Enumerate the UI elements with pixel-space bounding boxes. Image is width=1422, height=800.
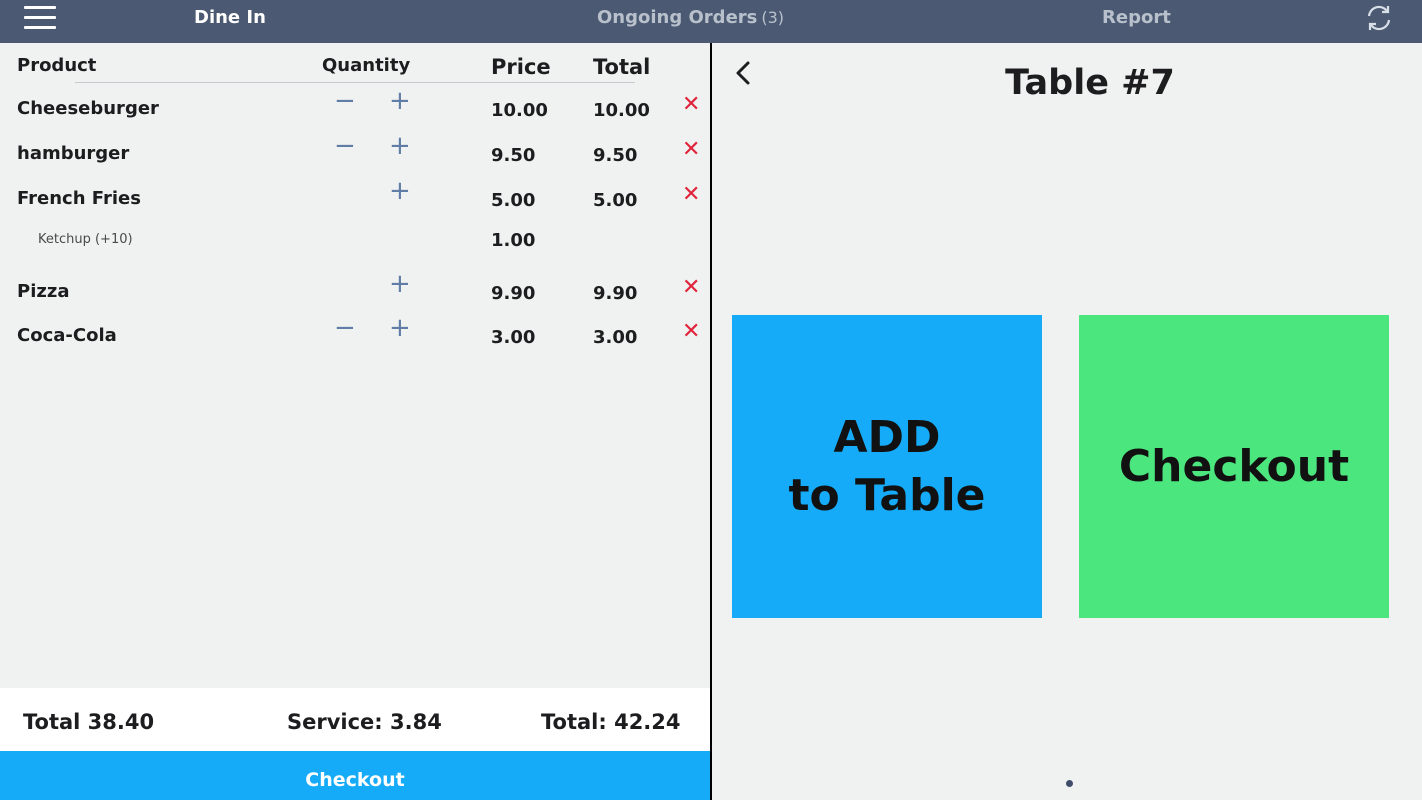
minus-icon[interactable]: −: [334, 313, 356, 343]
item-total: 3.00: [593, 327, 638, 348]
plus-icon[interactable]: +: [389, 131, 411, 161]
item-total: 10.00: [593, 100, 650, 121]
tab-ongoing-orders-label: Ongoing Orders: [597, 7, 758, 28]
order-row: French Fries + 5.00 5.00 ✕: [0, 176, 710, 218]
order-panel: Product Quantity Price Total Cheeseburge…: [0, 43, 710, 800]
item-total: 9.90: [593, 283, 638, 304]
back-icon[interactable]: [730, 57, 754, 89]
top-bar: Dine In Ongoing Orders (3) Report: [0, 0, 1422, 43]
plus-icon[interactable]: +: [389, 176, 411, 206]
minus-icon[interactable]: −: [334, 86, 356, 116]
add-to-table-line1: ADD: [833, 411, 941, 463]
tab-report[interactable]: Report: [1102, 7, 1171, 28]
item-price: 3.00: [491, 327, 536, 348]
column-header-product: Product: [17, 55, 97, 76]
modifier-name: Ketchup (+10): [38, 232, 133, 247]
item-total: 5.00: [593, 190, 638, 211]
grand-total: Total: 42.24: [541, 710, 681, 734]
modifier-price: 1.00: [491, 230, 536, 251]
service-charge: Service: 3.84: [287, 710, 442, 734]
item-price: 9.50: [491, 145, 536, 166]
checkout-bar-button[interactable]: Checkout: [0, 751, 710, 800]
checkout-button[interactable]: Checkout: [1079, 315, 1389, 618]
column-header-quantity: Quantity: [322, 55, 411, 76]
order-row: hamburger − + 9.50 9.50 ✕: [0, 131, 710, 173]
plus-icon[interactable]: +: [389, 313, 411, 343]
minus-icon[interactable]: −: [334, 131, 356, 161]
column-header-price: Price: [491, 55, 551, 79]
remove-icon[interactable]: ✕: [682, 182, 701, 207]
table-title: Table #7: [1005, 63, 1175, 103]
item-name: Pizza: [17, 281, 70, 302]
order-row: Cheeseburger − + 10.00 10.00 ✕: [0, 86, 710, 128]
subtotal: Total 38.40: [23, 710, 155, 734]
tab-ongoing-orders[interactable]: Ongoing Orders (3): [597, 8, 784, 28]
item-price: 9.90: [491, 283, 536, 304]
order-row: Coca-Cola − + 3.00 3.00 ✕: [0, 313, 710, 355]
order-row: Pizza + 9.90 9.90 ✕: [0, 269, 710, 311]
plus-icon[interactable]: +: [389, 86, 411, 116]
remove-icon[interactable]: ✕: [682, 92, 701, 117]
tab-dine-in[interactable]: Dine In: [194, 7, 266, 28]
page-indicator-dot: [1066, 780, 1073, 787]
item-total: 9.50: [593, 145, 638, 166]
ongoing-orders-count: (3): [761, 8, 785, 27]
item-price: 10.00: [491, 100, 548, 121]
plus-icon[interactable]: +: [389, 269, 411, 299]
modifier-row: Ketchup (+10) 1.00: [0, 230, 710, 262]
item-name: Coca-Cola: [17, 325, 117, 346]
refresh-icon[interactable]: [1364, 3, 1394, 33]
remove-icon[interactable]: ✕: [682, 275, 701, 300]
item-name: French Fries: [17, 188, 141, 209]
item-name: Cheeseburger: [17, 98, 159, 119]
table-panel: Table #7 ADD to Table Checkout: [712, 43, 1422, 800]
remove-icon[interactable]: ✕: [682, 319, 701, 344]
menu-icon[interactable]: [24, 6, 56, 30]
header-divider: [75, 82, 635, 83]
add-to-table-line2: to Table: [788, 469, 986, 521]
remove-icon[interactable]: ✕: [682, 137, 701, 162]
add-to-table-button[interactable]: ADD to Table: [732, 315, 1042, 618]
item-name: hamburger: [17, 143, 130, 164]
item-price: 5.00: [491, 190, 536, 211]
column-header-total: Total: [593, 55, 651, 79]
order-summary: Total 38.40 Service: 3.84 Total: 42.24: [0, 688, 710, 751]
